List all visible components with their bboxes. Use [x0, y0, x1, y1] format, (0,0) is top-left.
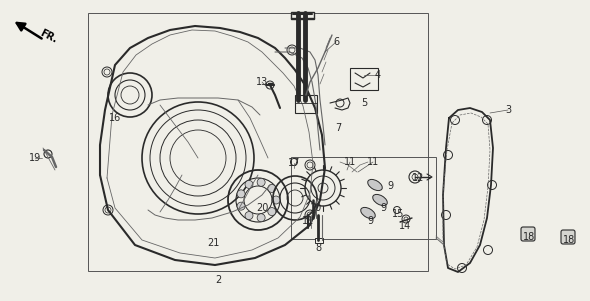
Circle shape [268, 185, 276, 192]
Text: 3: 3 [505, 105, 511, 115]
Ellipse shape [360, 207, 375, 219]
Bar [291, 12, 314, 19]
FancyBboxPatch shape [561, 230, 575, 244]
Text: 13: 13 [256, 77, 268, 87]
Text: 21: 21 [207, 238, 219, 248]
Text: 7: 7 [335, 123, 341, 133]
Ellipse shape [368, 179, 382, 191]
Text: 20: 20 [256, 203, 268, 213]
Circle shape [257, 214, 265, 222]
Circle shape [245, 212, 253, 220]
Circle shape [257, 178, 265, 186]
Circle shape [237, 190, 245, 198]
Bar [315, 238, 323, 243]
FancyBboxPatch shape [521, 227, 535, 241]
Ellipse shape [373, 194, 387, 206]
Text: 9: 9 [380, 203, 386, 213]
Text: 18: 18 [523, 232, 535, 242]
Text: 14: 14 [399, 221, 411, 231]
Circle shape [268, 208, 276, 216]
Circle shape [237, 202, 245, 210]
Text: 15: 15 [392, 209, 404, 219]
Text: 11: 11 [367, 157, 379, 167]
Text: 5: 5 [361, 98, 367, 108]
Bar [295, 95, 317, 113]
Text: 11: 11 [302, 216, 314, 226]
Text: 9: 9 [367, 216, 373, 226]
Text: 17: 17 [288, 158, 300, 168]
Text: FR.: FR. [38, 27, 58, 45]
Text: 18: 18 [563, 235, 575, 245]
Text: 6: 6 [333, 37, 339, 47]
Text: 11: 11 [344, 157, 356, 167]
Text: 8: 8 [315, 243, 321, 253]
Text: 19: 19 [29, 153, 41, 163]
Bar [88, 13, 428, 271]
Bar [350, 68, 378, 90]
Text: 4: 4 [375, 70, 381, 80]
Text: 9: 9 [387, 181, 393, 191]
Bar [291, 157, 436, 239]
Text: 12: 12 [412, 173, 424, 183]
Text: 2: 2 [215, 275, 221, 285]
Circle shape [272, 196, 280, 204]
Text: 16: 16 [109, 113, 121, 123]
Text: 10: 10 [310, 203, 322, 213]
Circle shape [170, 130, 226, 186]
Circle shape [245, 180, 253, 188]
